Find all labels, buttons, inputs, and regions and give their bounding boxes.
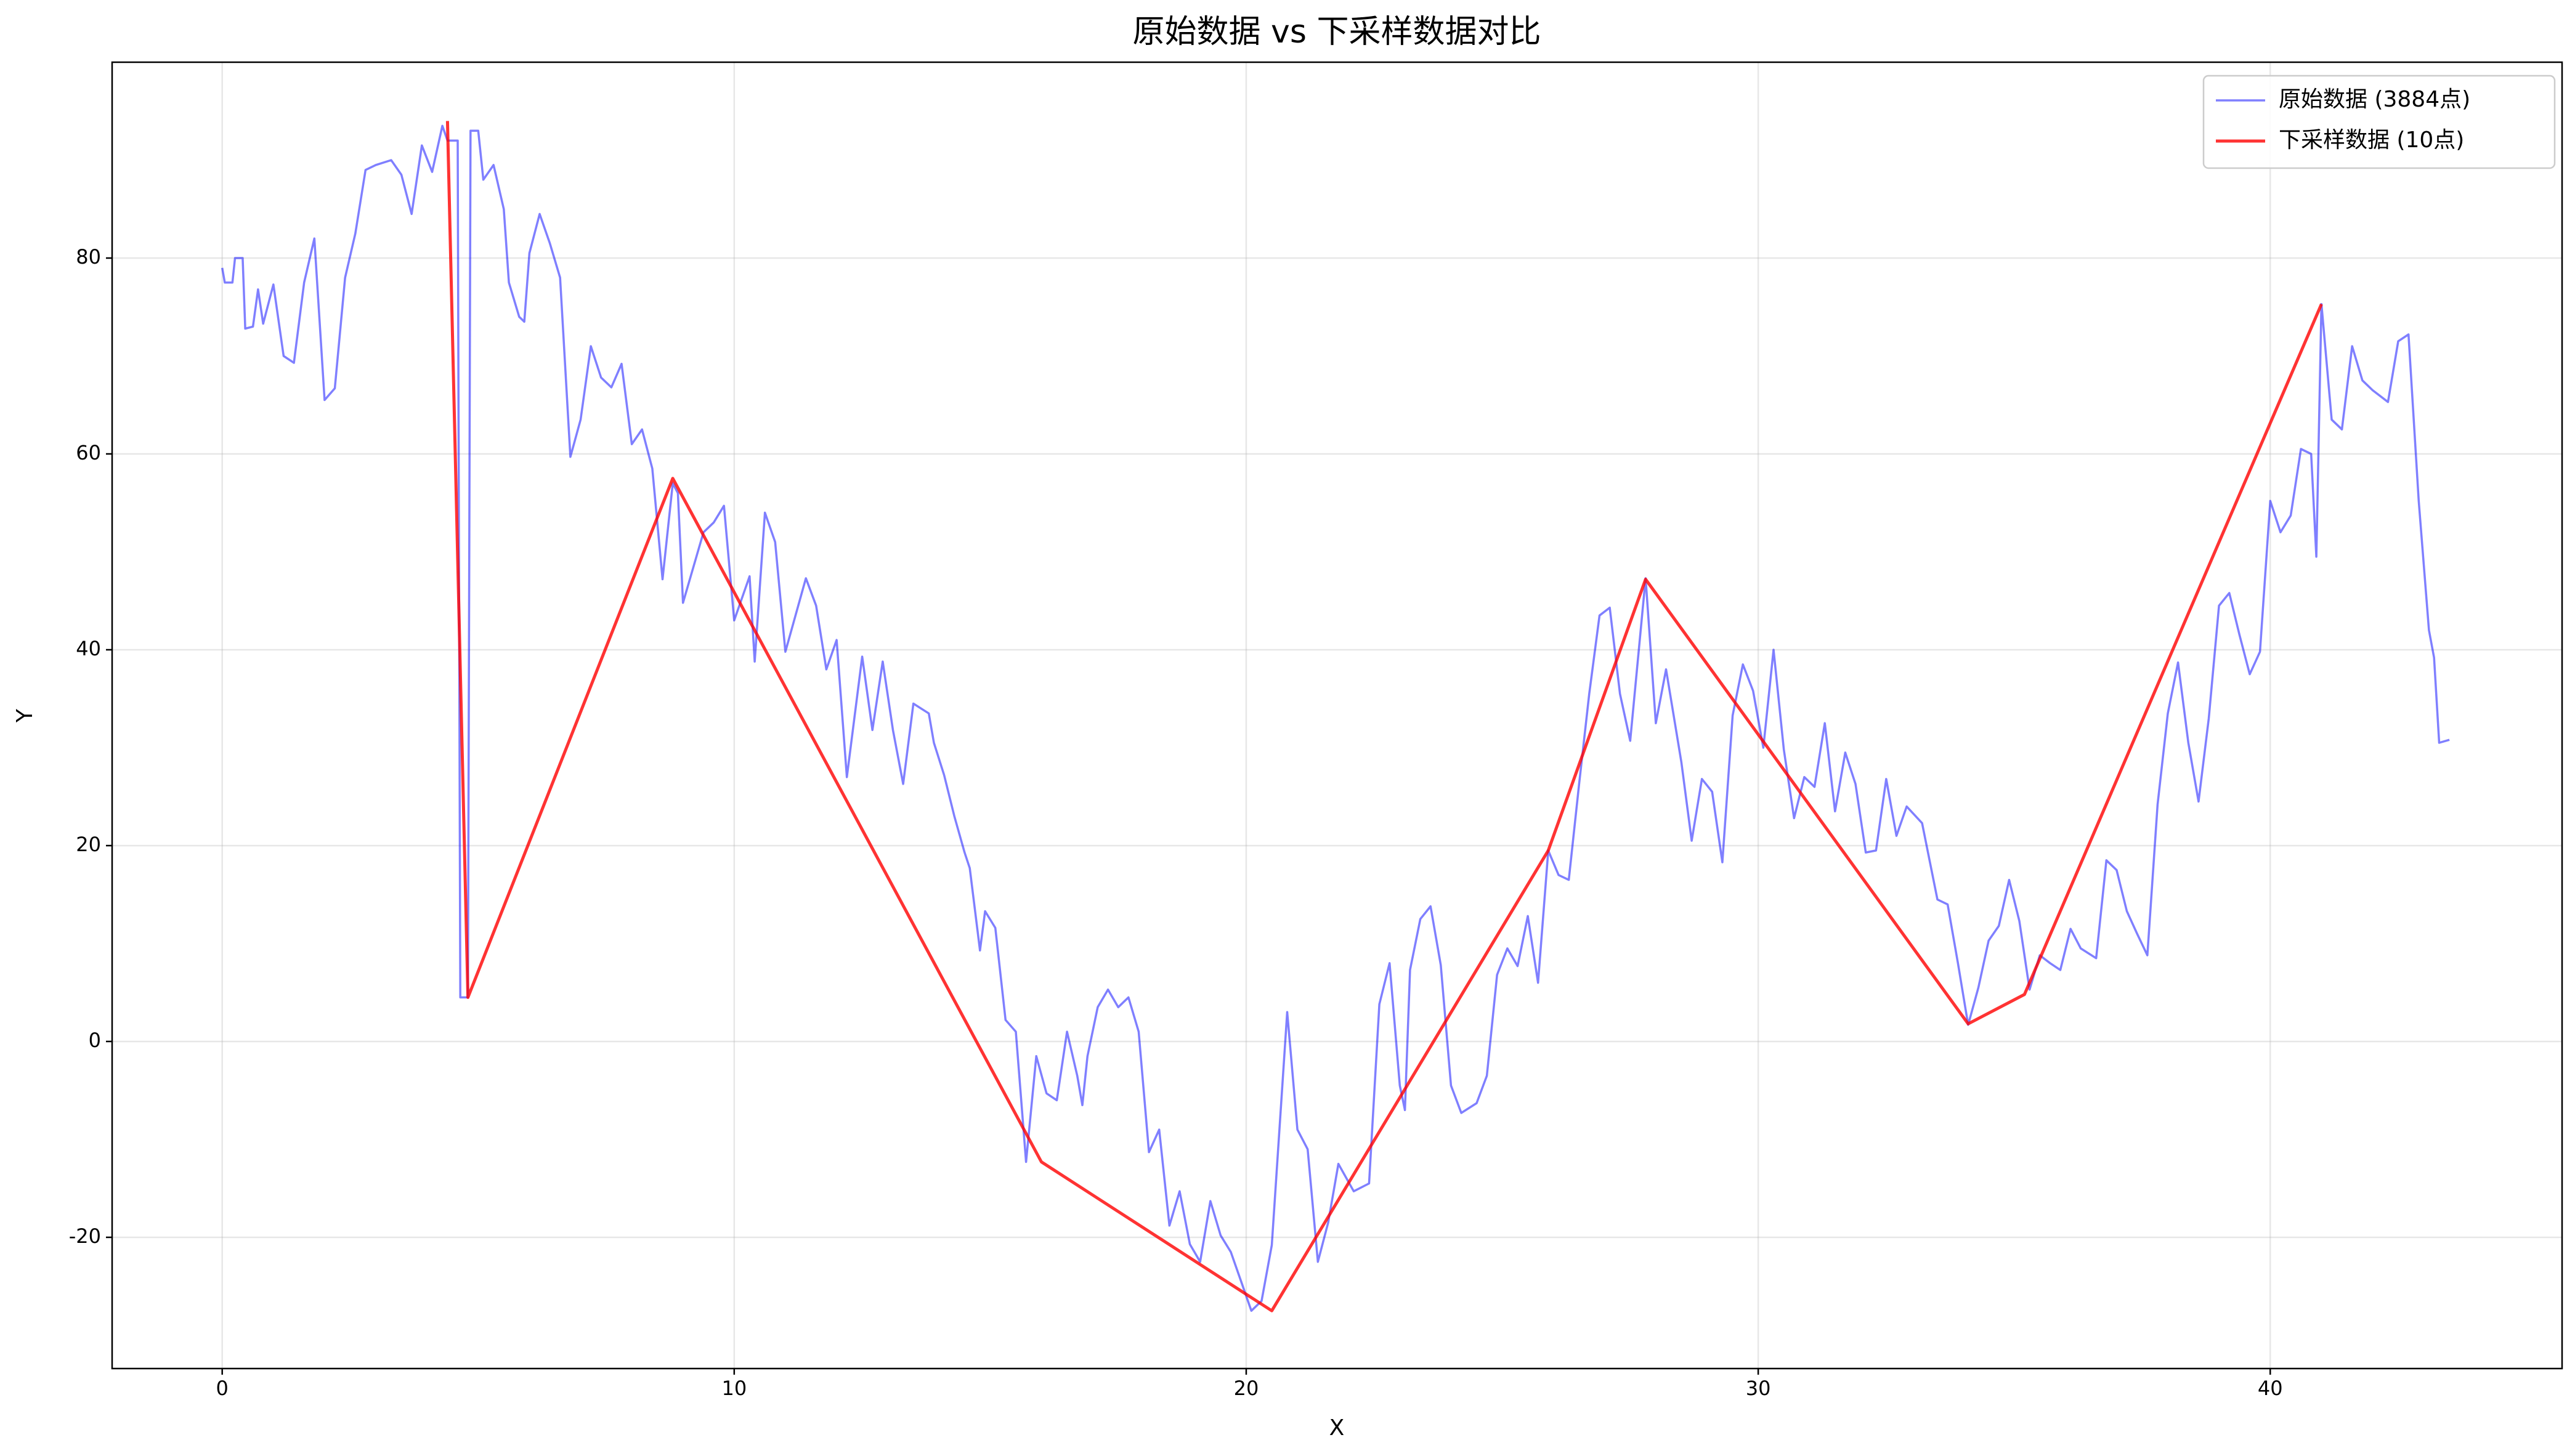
- plot-frame: [111, 61, 2563, 1370]
- x-tick-label: 10: [721, 1377, 747, 1400]
- y-tick-label: 40: [76, 637, 101, 660]
- x-tick-label: 0: [216, 1377, 229, 1400]
- legend-label: 下采样数据 (10点): [2279, 127, 2464, 153]
- y-tick-label: 60: [76, 441, 101, 464]
- x-axis-label: X: [1329, 1415, 1345, 1441]
- legend-label: 原始数据 (3884点): [2279, 87, 2470, 112]
- x-tick-label: 30: [1746, 1377, 1771, 1400]
- legend-box: [2202, 75, 2556, 169]
- x-tick-label: 20: [1234, 1377, 1259, 1400]
- y-tick-label: 20: [76, 833, 101, 856]
- y-tick-label: -20: [69, 1224, 101, 1248]
- y-tick-label: 0: [89, 1029, 101, 1052]
- chart-title: 原始数据 vs 下采样数据对比: [1133, 14, 1541, 51]
- y-axis-label: Y: [12, 708, 38, 723]
- series-line: [221, 124, 2450, 1312]
- x-tick-label: 40: [2258, 1377, 2283, 1400]
- y-tick-label: 80: [76, 245, 101, 269]
- series-line: [445, 121, 2323, 1312]
